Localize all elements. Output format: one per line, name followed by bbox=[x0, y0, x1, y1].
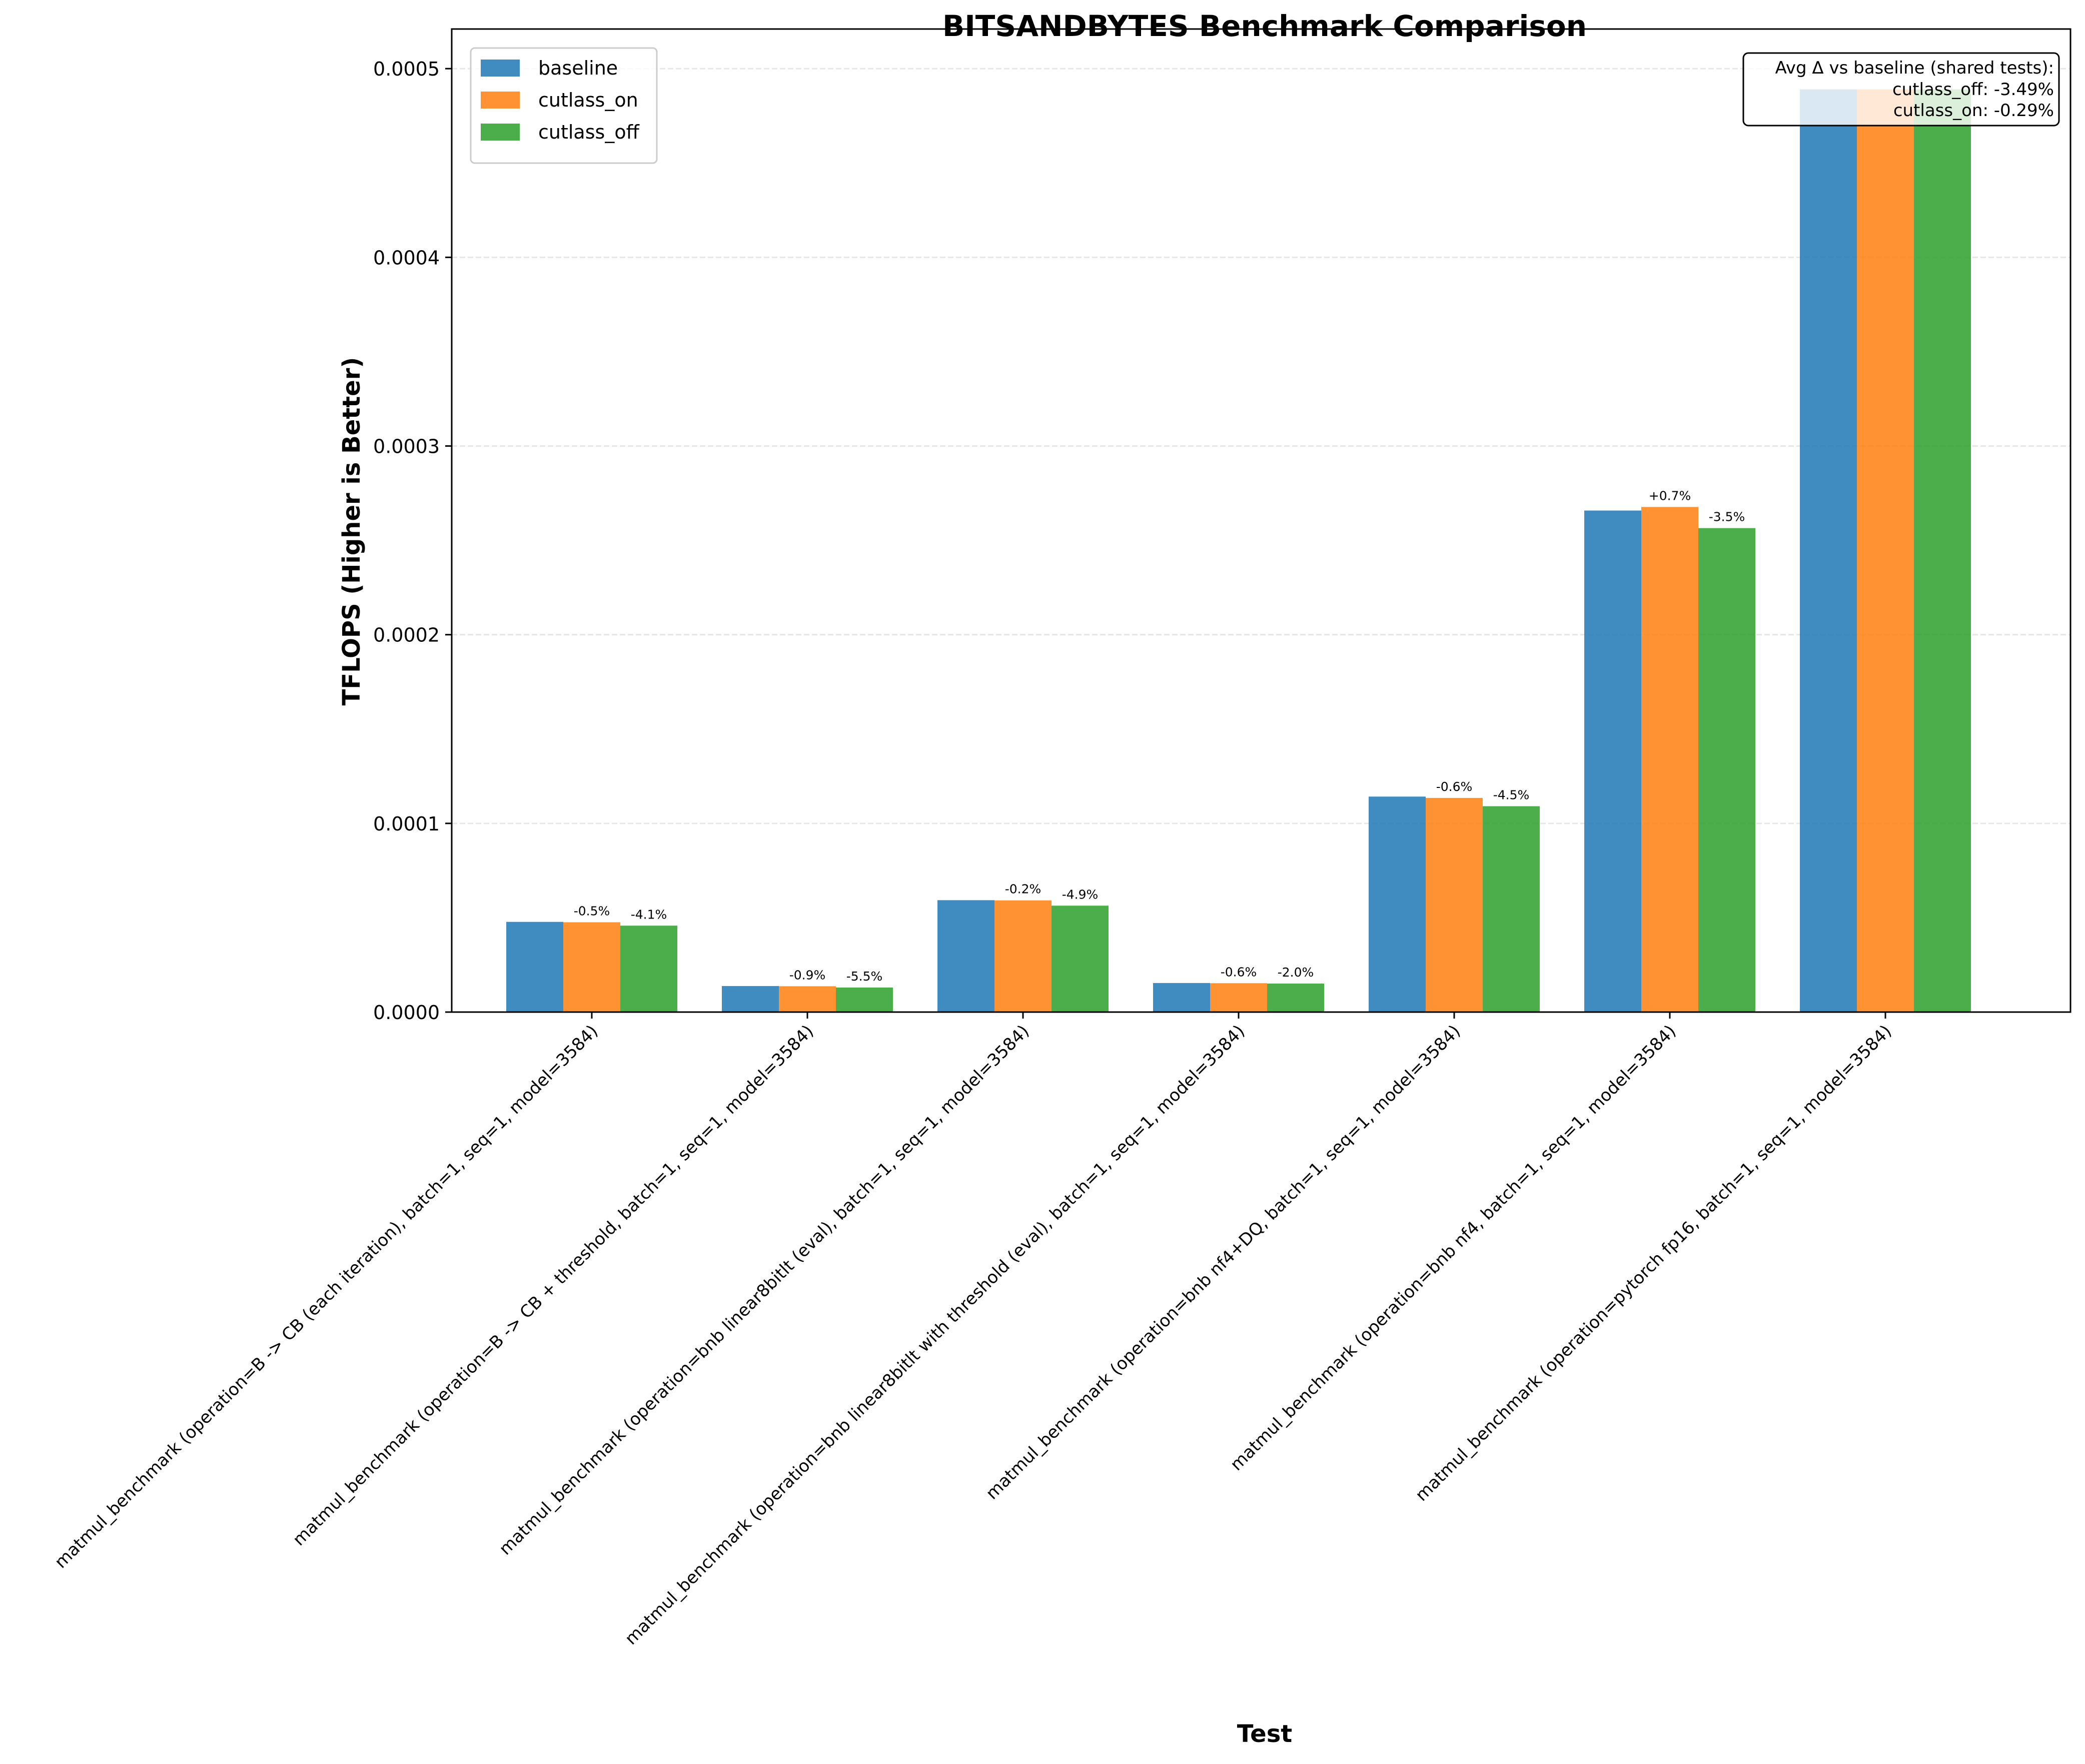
legend-label-cutlass_off: cutlass_off bbox=[538, 121, 640, 143]
legend-swatch-cutlass_on bbox=[481, 92, 520, 109]
bar-cutlass_off bbox=[836, 987, 893, 1012]
y-tick-label: 0.0003 bbox=[373, 436, 440, 458]
y-tick-label: 0.0005 bbox=[373, 58, 440, 80]
chart-title: BITSANDBYTES Benchmark Comparison bbox=[942, 9, 1587, 43]
bar-value-label: -3.5% bbox=[1709, 510, 1745, 524]
legend-label-baseline: baseline bbox=[538, 57, 618, 79]
bar-cutlass_on bbox=[1210, 983, 1267, 1012]
y-tick-label: 0.0001 bbox=[373, 813, 440, 835]
plot-area-frame bbox=[451, 28, 2071, 1013]
bar-cutlass_on bbox=[1857, 89, 1914, 1013]
bar-cutlass_off bbox=[1267, 984, 1324, 1012]
y-axis-label: TFLOPS (Higher is Better) bbox=[338, 357, 366, 706]
bar-value-label: -4.5% bbox=[1493, 788, 1530, 802]
bar-value-label: -0.2% bbox=[1005, 882, 1041, 897]
summary-annotation: Avg Δ vs baseline (shared tests): cutlas… bbox=[1742, 52, 2060, 127]
bar-value-labels: -0.5% -0.9% -0.2% -0.6% -0.6% +0.7% -4.1% -5.5%… bbox=[574, 488, 1745, 984]
bar-cutlass_off bbox=[620, 926, 677, 1012]
x-axis-label: Test bbox=[1237, 1720, 1292, 1748]
bar-baseline bbox=[1369, 796, 1426, 1012]
bar-baseline bbox=[1153, 983, 1210, 1012]
bar-value-label: -0.5% bbox=[574, 904, 610, 918]
bar-value-label: -4.9% bbox=[1062, 887, 1099, 902]
bar-baseline bbox=[1584, 510, 1641, 1012]
bar-value-label: -2.0% bbox=[1278, 965, 1314, 980]
legend-swatch-cutlass_off bbox=[481, 124, 520, 141]
bar-cutlass_off bbox=[1914, 89, 1971, 1013]
legend-items: baseline cutlass_on cutlass_off bbox=[481, 57, 640, 143]
bar-cutlass_on bbox=[1426, 797, 1483, 1012]
bar-baseline bbox=[506, 922, 563, 1012]
bar-value-label: -5.5% bbox=[846, 969, 883, 984]
bar-baseline bbox=[1800, 89, 1857, 1013]
bar-cutlass_on bbox=[994, 900, 1052, 1012]
legend: baseline cutlass_on cutlass_off bbox=[470, 47, 658, 164]
annotation-line-cutlass-on: cutlass_on: -0.29% bbox=[1893, 101, 2054, 121]
bar-value-label: -0.6% bbox=[1221, 965, 1257, 979]
legend-swatch-baseline bbox=[481, 60, 520, 77]
bar-baseline bbox=[937, 900, 994, 1012]
annotation-title: Avg Δ vs baseline (shared tests): bbox=[1775, 58, 2054, 78]
y-tick-label: 0.0000 bbox=[373, 1002, 440, 1024]
annotation-box bbox=[1742, 52, 2060, 127]
bar-baseline bbox=[722, 986, 779, 1012]
bar-cutlass_off bbox=[1698, 528, 1755, 1012]
bar-value-label: -0.6% bbox=[1436, 779, 1473, 794]
bar-value-label: -0.9% bbox=[789, 968, 826, 982]
annotation-line-cutlass-off: cutlass_off: -3.49% bbox=[1892, 80, 2054, 100]
bar-value-label: +0.7% bbox=[1649, 488, 1691, 503]
y-tick-label: 0.0004 bbox=[373, 247, 440, 269]
bar-cutlass_on bbox=[1641, 507, 1698, 1012]
bar-value-label: -4.1% bbox=[631, 907, 667, 922]
bar-cutlass_off bbox=[1483, 806, 1540, 1012]
legend-label-cutlass_on: cutlass_on bbox=[538, 89, 638, 111]
y-tick-label: 0.0002 bbox=[373, 624, 440, 646]
bar-cutlass_on bbox=[779, 986, 836, 1012]
bars bbox=[506, 89, 1971, 1013]
bar-cutlass_off bbox=[1052, 906, 1109, 1012]
y-axis-ticks: 0.0000 0.0001 0.0002 0.0003 0.0004 0.0005 bbox=[373, 58, 452, 1024]
bar-cutlass_on bbox=[563, 922, 620, 1012]
